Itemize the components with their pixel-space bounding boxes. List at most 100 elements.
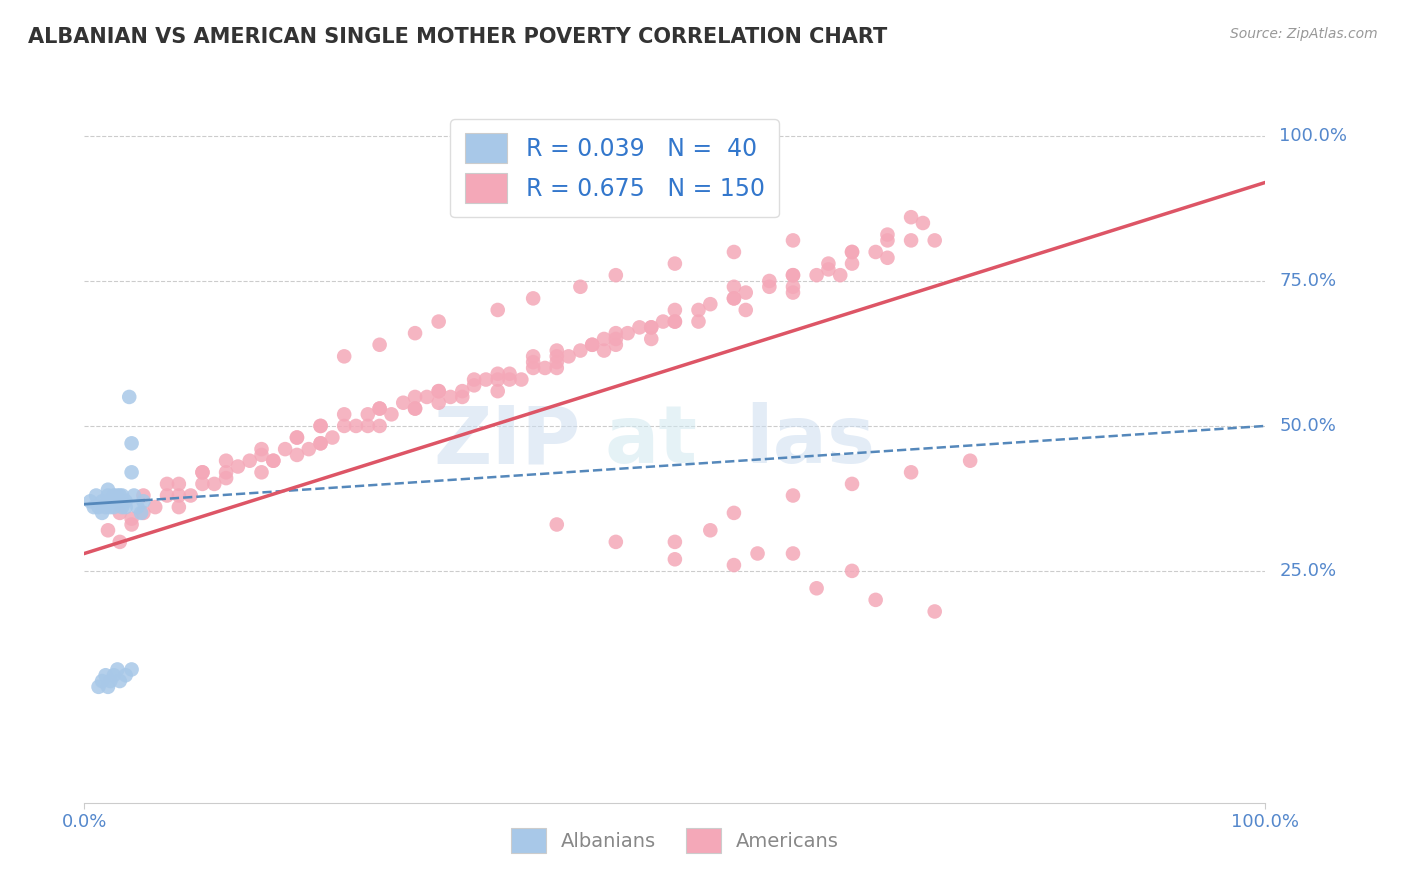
Point [830,268,852,282]
Point [734,285,756,300]
Point [143,500,166,514]
Point [522,355,544,369]
Point [605,326,627,340]
Point [321,430,343,444]
Text: at: at [605,402,697,480]
Text: 75.0%: 75.0% [1279,272,1337,290]
Point [122,489,145,503]
Point [652,314,675,328]
Point [475,373,498,387]
Point [87,500,110,514]
Point [616,326,638,340]
Point [87,680,110,694]
Point [108,494,131,508]
Point [427,384,450,398]
Point [108,534,131,549]
Point [439,390,461,404]
Point [98,500,121,514]
Point [239,453,262,467]
Point [463,373,485,387]
Point [546,517,568,532]
Point [167,500,190,514]
Point [127,500,149,514]
Point [581,337,603,351]
Point [628,320,651,334]
Point [876,251,898,265]
Point [333,349,356,364]
Point [121,511,143,525]
Point [368,418,391,433]
Point [486,367,509,381]
Point [664,534,686,549]
Point [309,418,332,433]
Point [285,448,308,462]
Point [734,303,756,318]
Point [98,494,121,508]
Legend: Albanians, Americans: Albanians, Americans [501,818,849,863]
Point [664,256,686,270]
Point [91,506,114,520]
Point [723,291,745,305]
Point [900,466,922,480]
Point [156,489,179,503]
Point [97,523,120,537]
Point [285,430,308,444]
Point [404,390,426,404]
Point [226,459,249,474]
Point [782,280,804,294]
Point [84,489,107,503]
Point [664,303,686,318]
Point [91,494,114,508]
Point [841,564,863,578]
Point [107,494,129,508]
Point [427,395,450,409]
Point [108,489,131,503]
Point [688,314,710,328]
Point [865,244,887,259]
Point [782,268,804,282]
Point [191,476,214,491]
Point [463,378,485,392]
Point [309,436,332,450]
Point [333,418,356,433]
Point [758,280,780,294]
Point [782,546,804,561]
Point [522,360,544,375]
Point [368,337,391,351]
Point [876,233,898,247]
Point [262,453,284,467]
Point [191,466,214,480]
Point [357,407,380,421]
Point [132,506,155,520]
Point [546,349,568,364]
Point [156,476,179,491]
Point [79,494,101,508]
Point [522,291,544,305]
Point [416,390,439,404]
Point [817,262,839,277]
Point [605,534,627,549]
Point [806,268,828,282]
Point [167,476,190,491]
Point [333,407,356,421]
Point [298,442,321,456]
Point [97,494,120,508]
Point [215,453,238,467]
Point [118,390,141,404]
Point [557,349,579,364]
Point [841,244,863,259]
Point [114,500,136,514]
Point [782,233,804,247]
Point [782,268,804,282]
Point [593,332,616,346]
Point [94,668,117,682]
Point [817,256,839,270]
Text: 50.0%: 50.0% [1279,417,1336,435]
Point [911,216,934,230]
Point [180,489,202,503]
Point [191,466,214,480]
Point [723,280,745,294]
Text: 100.0%: 100.0% [1279,127,1347,145]
Point [91,674,114,689]
Point [688,303,710,318]
